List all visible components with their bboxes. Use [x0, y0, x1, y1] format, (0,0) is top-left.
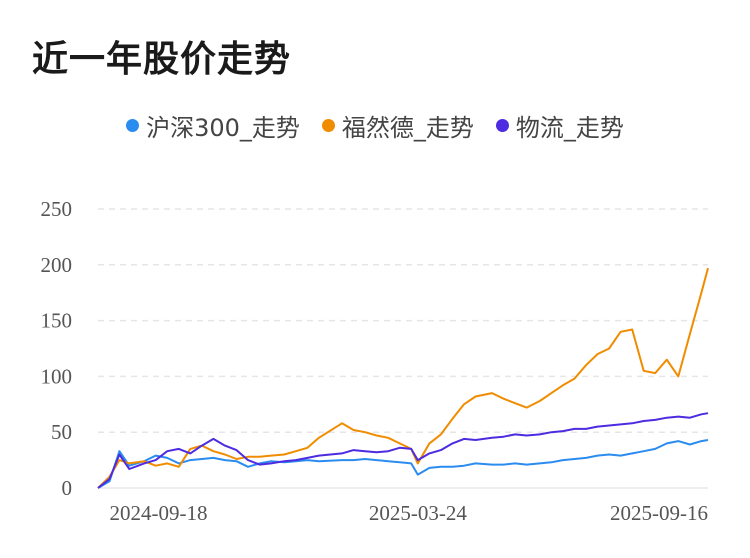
- y-tick-label: 0: [62, 476, 73, 500]
- x-tick-label: 2025-03-24: [369, 501, 467, 525]
- legend-dot-icon: [126, 119, 140, 132]
- chart-title: 近一年股价走势: [32, 39, 292, 80]
- legend-item-furande[interactable]: 福然德_走势: [321, 108, 474, 143]
- legend: 沪深300_走势 福然德_走势 物流_走势: [0, 108, 750, 143]
- series-line-2: [97, 412, 709, 489]
- y-tick-label: 250: [41, 197, 73, 221]
- legend-label: 福然德_走势: [341, 114, 474, 142]
- x-tick-label: 2025-09-16: [610, 501, 708, 525]
- y-tick-label: 100: [41, 364, 73, 388]
- y-tick-label: 50: [51, 420, 72, 444]
- legend-dot-icon: [321, 119, 335, 132]
- legend-label: 沪深300_走势: [146, 114, 300, 142]
- series-line-0: [97, 439, 709, 489]
- legend-label: 物流_走势: [515, 114, 624, 142]
- legend-item-hs300[interactable]: 沪深300_走势: [126, 108, 300, 143]
- y-tick-label: 200: [41, 253, 73, 277]
- y-tick-label: 150: [41, 309, 73, 333]
- legend-item-logistics[interactable]: 物流_走势: [495, 108, 624, 143]
- x-tick-label: 2024-09-18: [110, 501, 208, 525]
- legend-dot-icon: [495, 119, 509, 132]
